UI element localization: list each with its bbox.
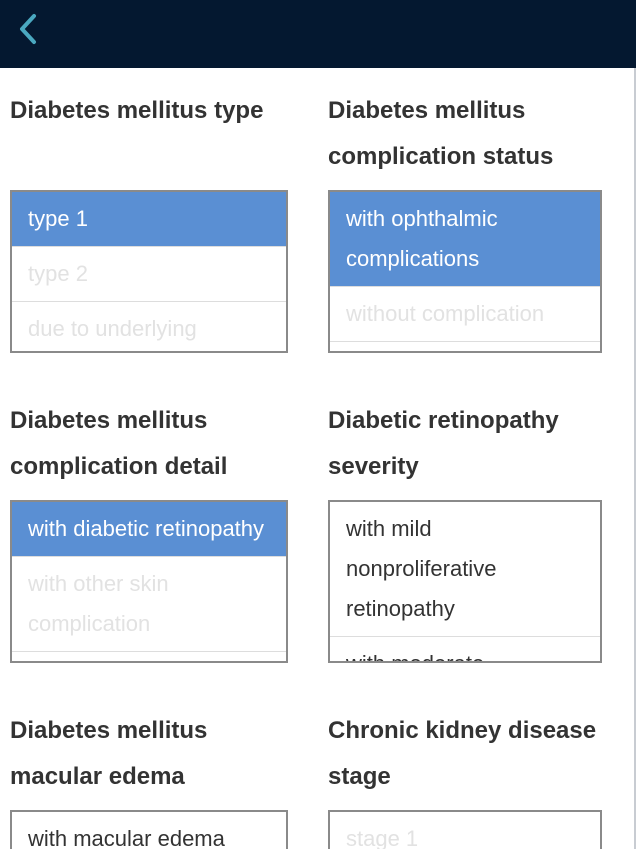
listbox: stage 1 [328, 810, 602, 849]
field-section: Diabetes mellitus type type 1 type 2 due to… [10, 88, 288, 353]
field-label: Diabetes mellitus macular edema [10, 717, 208, 790]
listbox: with macular edema [10, 810, 288, 849]
field-section: Diabetes mellitus complication status wit… [328, 88, 602, 353]
field-label: Chronic kidney disease stage [328, 717, 597, 790]
field-label: Diabetes mellitus complication detail [10, 407, 228, 480]
list-option[interactable]: with diabetic retinopathy [12, 502, 286, 557]
listbox: with ophthalmic complications without com… [328, 190, 602, 353]
field-section: Chronic kidney disease stage stage 1 [328, 708, 602, 849]
listbox: with diabetic retinopathy with other skin… [10, 500, 288, 663]
top-bar [0, 0, 636, 68]
back-button[interactable] [14, 12, 44, 46]
field-label: Diabetic retinopathy severity [328, 407, 559, 480]
listbox: with mild nonproliferative retinopathywi… [328, 500, 602, 663]
list-option[interactable]: due to underlying [12, 302, 286, 351]
list-option[interactable]: without complication [330, 287, 600, 342]
list-option[interactable]: stage 1 [330, 812, 600, 849]
scroll-edge [634, 68, 636, 849]
field-section: Diabetes mellitus macular edema with macu… [10, 708, 288, 849]
field-label: Diabetes mellitus type [10, 97, 264, 124]
field-label: Diabetes mellitus complication status [328, 97, 554, 170]
field-section: Diabetic retinopathy severity with mild n… [328, 398, 602, 663]
list-option[interactable]: with other skin complication [12, 557, 286, 652]
list-option[interactable]: with macular edema [12, 812, 286, 849]
listbox: type 1 type 2 due to underlying [10, 190, 288, 353]
list-option[interactable]: with ophthalmic complications [330, 192, 600, 287]
list-option[interactable]: type 1 [12, 192, 286, 247]
list-option[interactable]: with mild nonproliferative retinopathy [330, 502, 600, 637]
list-option[interactable]: with moderate [330, 637, 600, 661]
field-section: Diabetes mellitus complication detail wit… [10, 398, 288, 663]
list-option[interactable]: type 2 [12, 247, 286, 302]
